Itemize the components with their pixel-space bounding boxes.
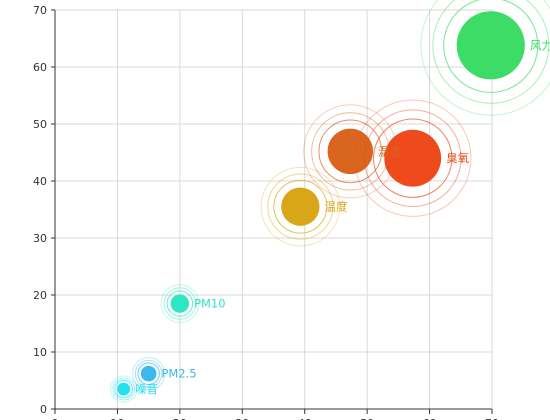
- ripple-ring: [363, 109, 462, 207]
- ripple-ring: [134, 359, 163, 388]
- bubble[interactable]: [281, 187, 320, 226]
- ripple-ring: [273, 179, 328, 234]
- ripple-ring: [443, 0, 539, 93]
- ripple-ring: [267, 173, 334, 240]
- y-tick-label: 50: [33, 118, 47, 131]
- y-tick-label: 30: [33, 232, 47, 245]
- bubble-label: PM10: [194, 297, 226, 311]
- ripple-ring: [420, 0, 550, 116]
- x-tick-label: 30: [235, 417, 249, 420]
- ripple-ring: [373, 118, 453, 198]
- y-tick-label: 70: [33, 4, 47, 17]
- x-tick-label: 60: [423, 417, 437, 420]
- bubbles: [110, 0, 550, 403]
- bubble-label: 臭氧: [446, 151, 469, 165]
- bubble[interactable]: [384, 129, 442, 187]
- x-tick-label: 10: [110, 417, 124, 420]
- ripple-ring: [132, 357, 166, 391]
- ripple-ring: [260, 166, 341, 247]
- ripple-ring: [137, 362, 160, 385]
- x-tick-label: 20: [173, 417, 187, 420]
- ripple-ring: [114, 379, 133, 399]
- bubble-label: 温度: [325, 200, 348, 214]
- y-tick-label: 60: [33, 61, 47, 74]
- axes: 0 10 20 30 40 50 60 70 0 10 20 30 40 50 60 70: [33, 4, 499, 420]
- x-tick-label: 40: [298, 417, 312, 420]
- bubble-label: PM2.5: [161, 367, 196, 381]
- ripple-ring: [353, 99, 472, 217]
- bubble[interactable]: [327, 128, 374, 175]
- y-tick-label: 40: [33, 175, 47, 188]
- y-tick-label: 0: [40, 403, 47, 416]
- x-tick-label: 70: [485, 417, 499, 420]
- y-tick-label: 10: [33, 346, 47, 359]
- ripple-ring: [110, 375, 138, 403]
- bubble-label: 湿度: [378, 144, 401, 158]
- ripple-ring: [160, 284, 200, 323]
- bubble-label: 噪音: [135, 382, 158, 396]
- x-tick-label: 50: [360, 417, 374, 420]
- ripple-ring: [112, 377, 136, 401]
- ripple-ring: [318, 119, 383, 184]
- x-tick-label: 0: [52, 417, 59, 420]
- bubble[interactable]: [140, 365, 157, 382]
- y-tick-label: 20: [33, 289, 47, 302]
- ripple-ring: [166, 290, 194, 317]
- bubble[interactable]: [117, 382, 131, 396]
- bubble-label: 风力: [530, 38, 550, 52]
- ripple-ring: [432, 0, 550, 104]
- bubble[interactable]: [456, 11, 525, 80]
- grid: [55, 9, 493, 409]
- bubble[interactable]: [170, 294, 190, 313]
- ripple-ring: [163, 287, 197, 320]
- bubble-labels: 噪音PM2.5 PM10 温度 湿度臭氧 风力: [135, 38, 550, 396]
